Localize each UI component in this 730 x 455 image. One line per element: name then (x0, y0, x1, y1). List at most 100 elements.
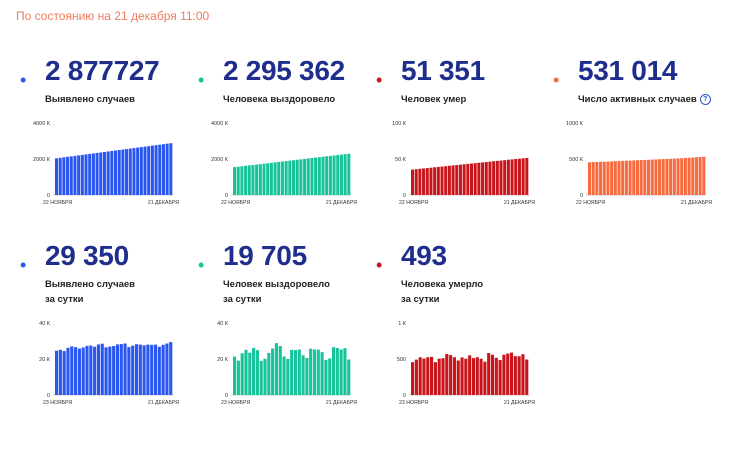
bar (169, 143, 173, 195)
bar (312, 349, 317, 395)
bar (70, 346, 74, 395)
bar (451, 165, 455, 195)
x-start-label: 22 НОЯБРЯ (399, 200, 428, 206)
bar (274, 343, 278, 395)
bar (320, 352, 324, 395)
bar (468, 355, 472, 395)
bar (325, 156, 329, 195)
bar (347, 153, 351, 195)
bar (517, 356, 521, 395)
bar (305, 357, 309, 395)
bar (158, 144, 162, 195)
bar (521, 158, 525, 195)
bar (425, 168, 429, 195)
bar (316, 349, 320, 395)
bar (114, 150, 118, 195)
bar (280, 161, 284, 195)
bar (301, 355, 305, 395)
status-date: По состоянию на 21 декабря 11:00 (16, 9, 210, 23)
bar (128, 148, 132, 195)
bar (430, 356, 434, 395)
bar (125, 149, 129, 195)
bar (335, 348, 339, 395)
bar (277, 161, 281, 195)
y-tick-label: 2000 К (33, 157, 51, 163)
x-end-label: 21 ДЕКАБРЯ (148, 400, 179, 406)
bar (411, 169, 415, 195)
stat-card-0: • 2 877727 Выявлено случаев 0 2000 К 4000 К 22… (20, 55, 198, 270)
bar (525, 157, 529, 195)
x-start-label: 22 НОЯБРЯ (576, 200, 605, 206)
bar (317, 157, 321, 195)
bar (55, 158, 59, 195)
bar (127, 347, 131, 395)
stat-label: Выявлено случаев (45, 92, 135, 107)
bar (299, 159, 303, 195)
stat-card-6: • 493 Человека умерло за сутки 0 500 1 К 23 НОЯ… (376, 240, 554, 455)
bar (621, 160, 625, 195)
bar (102, 151, 106, 195)
y-tick-label: 0 (580, 193, 583, 199)
bullet-dot-icon: • (198, 70, 205, 90)
bar (269, 162, 273, 195)
bar (447, 165, 451, 195)
bar (510, 159, 514, 195)
bar (77, 155, 81, 195)
bar (499, 160, 503, 195)
bar (336, 155, 340, 195)
bar (292, 160, 296, 195)
bar (247, 165, 251, 195)
bar (628, 160, 632, 195)
bar (96, 344, 100, 395)
y-tick-label: 4000 К (33, 121, 51, 127)
bar (440, 166, 444, 195)
bar (66, 156, 70, 195)
bar (464, 358, 468, 395)
y-tick-label: 20 К (217, 357, 229, 363)
bar (495, 160, 499, 195)
bar (161, 144, 165, 195)
stat-label-line: Число активных случаев? (578, 92, 711, 107)
bar (85, 345, 89, 395)
bar (449, 355, 453, 395)
y-tick-label: 40 К (39, 321, 51, 327)
bar (143, 146, 147, 195)
bar (647, 159, 651, 195)
bar (437, 358, 441, 395)
bar (521, 354, 525, 395)
bar (139, 147, 143, 195)
bar (150, 145, 154, 195)
bar-chart: 0 2000 К 4000 К 22 НОЯБРЯ 21 ДЕКАБРЯ (211, 121, 357, 206)
stat-card-1: • 2 295 362 Человека выздоровело 0 2000 К 400… (198, 55, 376, 270)
bar (411, 362, 415, 395)
bar (314, 157, 318, 195)
stat-value: 29 350 (45, 240, 129, 271)
bar (262, 163, 266, 195)
stat-label: Человек выздоровело за сутки (223, 277, 330, 307)
bar (244, 165, 248, 195)
bar (284, 161, 288, 195)
bar (73, 155, 77, 195)
bar (445, 354, 449, 395)
bar (84, 154, 88, 195)
stat-label: Человек умер (401, 92, 466, 107)
bar (146, 344, 150, 395)
stat-label-line: за сутки (401, 294, 440, 305)
help-icon[interactable]: ? (699, 93, 711, 105)
bar (91, 153, 95, 195)
stat-label: Число активных случаев? (578, 92, 711, 107)
y-tick-label: 500 (397, 357, 406, 363)
bar (77, 348, 81, 395)
bar (332, 155, 336, 195)
bar (236, 166, 240, 195)
bar (66, 347, 70, 395)
bar (69, 156, 73, 195)
bar-chart: 0 2000 К 4000 К 22 НОЯБРЯ 21 ДЕКАБРЯ (33, 121, 179, 206)
bar (119, 344, 123, 395)
bar (494, 357, 498, 395)
bar (104, 347, 108, 395)
bar (484, 162, 488, 195)
bar (258, 164, 262, 195)
bullet-dot-icon: • (20, 70, 27, 90)
bar (458, 164, 462, 195)
